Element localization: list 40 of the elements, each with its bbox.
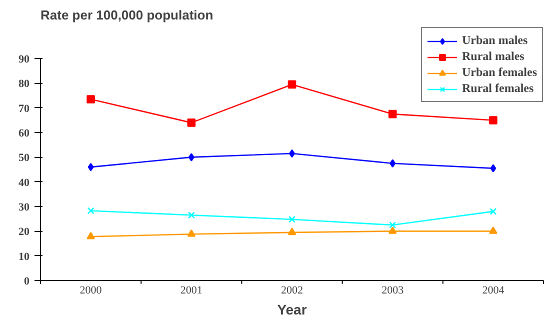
y-tick-label: 20 xyxy=(18,226,30,238)
y-axis-title: Rate per 100,000 population xyxy=(40,8,214,22)
legend-label: Rural males xyxy=(462,49,524,64)
x-tick-label: 2001 xyxy=(180,284,202,296)
point xyxy=(88,162,94,172)
point xyxy=(188,153,194,162)
point xyxy=(188,212,195,219)
point xyxy=(288,80,296,89)
point xyxy=(490,208,497,215)
legend-label: Urban females xyxy=(462,65,537,80)
point xyxy=(390,159,396,168)
x-tick-label: 2004 xyxy=(482,284,505,296)
y-tick-label: 80 xyxy=(18,78,30,90)
point xyxy=(86,95,95,104)
y-tick-label: 0 xyxy=(24,276,30,288)
point xyxy=(388,226,397,234)
x-tick-label: 2000 xyxy=(80,284,102,296)
x-tick-label: 2002 xyxy=(281,284,303,296)
x-tick-label: 2003 xyxy=(382,284,404,296)
point xyxy=(87,207,94,214)
point xyxy=(86,232,95,240)
point xyxy=(490,164,496,172)
y-tick-label: 10 xyxy=(18,250,30,263)
point xyxy=(388,110,397,118)
y-tick-label: 50 xyxy=(18,152,30,164)
point xyxy=(288,228,296,236)
legend-label: Rural females xyxy=(462,81,534,96)
point xyxy=(389,222,396,228)
y-tick-label: 90 xyxy=(18,54,30,66)
y-tick-label: 30 xyxy=(18,202,30,214)
y-tick-label: 70 xyxy=(18,102,30,115)
point xyxy=(489,116,498,124)
y-tick-label: 40 xyxy=(18,176,30,189)
point xyxy=(288,216,296,223)
point xyxy=(187,118,196,127)
point xyxy=(489,226,498,234)
legend-label: Urban males xyxy=(462,33,528,48)
x-axis-title: Year xyxy=(277,302,308,318)
y-tick-label: 60 xyxy=(18,128,30,140)
point xyxy=(187,229,196,237)
